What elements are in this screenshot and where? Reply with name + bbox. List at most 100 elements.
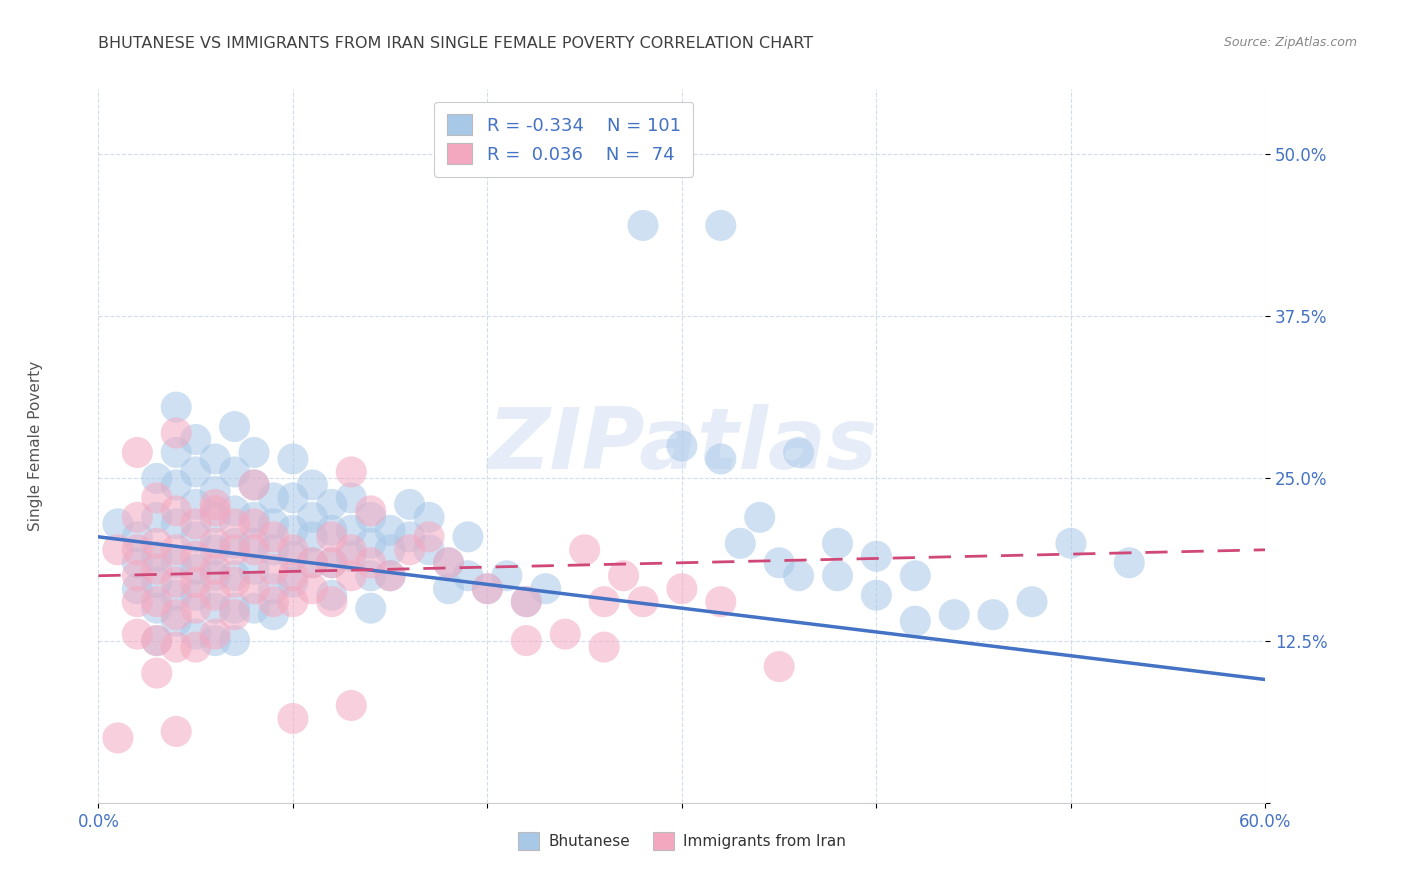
Point: [360, 536, 382, 550]
Point: [281, 491, 304, 505]
Point: [165, 542, 187, 557]
Point: [554, 627, 576, 641]
Point: [593, 595, 616, 609]
Point: [165, 724, 187, 739]
Point: [146, 562, 169, 576]
Point: [262, 607, 284, 622]
Legend: Bhutanese, Immigrants from Iran: Bhutanese, Immigrants from Iran: [512, 826, 852, 855]
Point: [262, 582, 284, 596]
Point: [165, 516, 187, 531]
Point: [281, 711, 304, 725]
Point: [710, 595, 733, 609]
Point: [204, 568, 226, 582]
Point: [165, 504, 187, 518]
Point: [165, 640, 187, 654]
Point: [418, 510, 440, 524]
Point: [146, 575, 169, 590]
Point: [146, 666, 169, 681]
Point: [321, 530, 343, 544]
Point: [165, 575, 187, 590]
Point: [593, 640, 616, 654]
Point: [184, 433, 207, 447]
Point: [321, 556, 343, 570]
Point: [301, 510, 323, 524]
Point: [768, 659, 790, 673]
Point: [107, 516, 129, 531]
Point: [281, 568, 304, 582]
Point: [165, 614, 187, 628]
Point: [496, 568, 519, 582]
Point: [340, 465, 363, 479]
Point: [243, 562, 266, 576]
Point: [671, 582, 693, 596]
Point: [184, 640, 207, 654]
Point: [165, 478, 187, 492]
Point: [262, 595, 284, 609]
Point: [262, 542, 284, 557]
Point: [146, 471, 169, 485]
Point: [730, 536, 752, 550]
Point: [340, 491, 363, 505]
Point: [204, 601, 226, 615]
Point: [631, 595, 654, 609]
Point: [437, 556, 460, 570]
Point: [457, 568, 479, 582]
Point: [127, 568, 149, 582]
Point: [340, 568, 363, 582]
Point: [380, 524, 402, 538]
Point: [204, 633, 226, 648]
Point: [243, 478, 266, 492]
Point: [398, 497, 420, 511]
Point: [398, 530, 420, 544]
Point: [165, 556, 187, 570]
Point: [184, 575, 207, 590]
Point: [224, 465, 246, 479]
Point: [184, 627, 207, 641]
Point: [184, 549, 207, 564]
Point: [146, 633, 169, 648]
Point: [398, 542, 420, 557]
Point: [360, 504, 382, 518]
Point: [204, 536, 226, 550]
Point: [224, 504, 246, 518]
Point: [146, 595, 169, 609]
Point: [262, 491, 284, 505]
Point: [184, 601, 207, 615]
Point: [865, 549, 887, 564]
Point: [360, 510, 382, 524]
Point: [981, 607, 1004, 622]
Point: [457, 530, 479, 544]
Point: [360, 568, 382, 582]
Point: [904, 614, 927, 628]
Point: [360, 556, 382, 570]
Point: [204, 627, 226, 641]
Point: [224, 568, 246, 582]
Text: ZIPatlas: ZIPatlas: [486, 404, 877, 488]
Point: [301, 582, 323, 596]
Point: [243, 516, 266, 531]
Point: [574, 542, 596, 557]
Point: [165, 445, 187, 459]
Point: [184, 530, 207, 544]
Point: [380, 542, 402, 557]
Point: [281, 452, 304, 467]
Point: [127, 595, 149, 609]
Point: [127, 445, 149, 459]
Point: [243, 445, 266, 459]
Point: [418, 542, 440, 557]
Point: [477, 582, 499, 596]
Point: [127, 582, 149, 596]
Point: [243, 582, 266, 596]
Point: [768, 556, 790, 570]
Point: [515, 633, 537, 648]
Point: [243, 601, 266, 615]
Point: [827, 568, 849, 582]
Point: [107, 542, 129, 557]
Point: [748, 510, 770, 524]
Point: [184, 562, 207, 576]
Point: [243, 478, 266, 492]
Point: [262, 530, 284, 544]
Point: [340, 549, 363, 564]
Point: [321, 595, 343, 609]
Point: [515, 595, 537, 609]
